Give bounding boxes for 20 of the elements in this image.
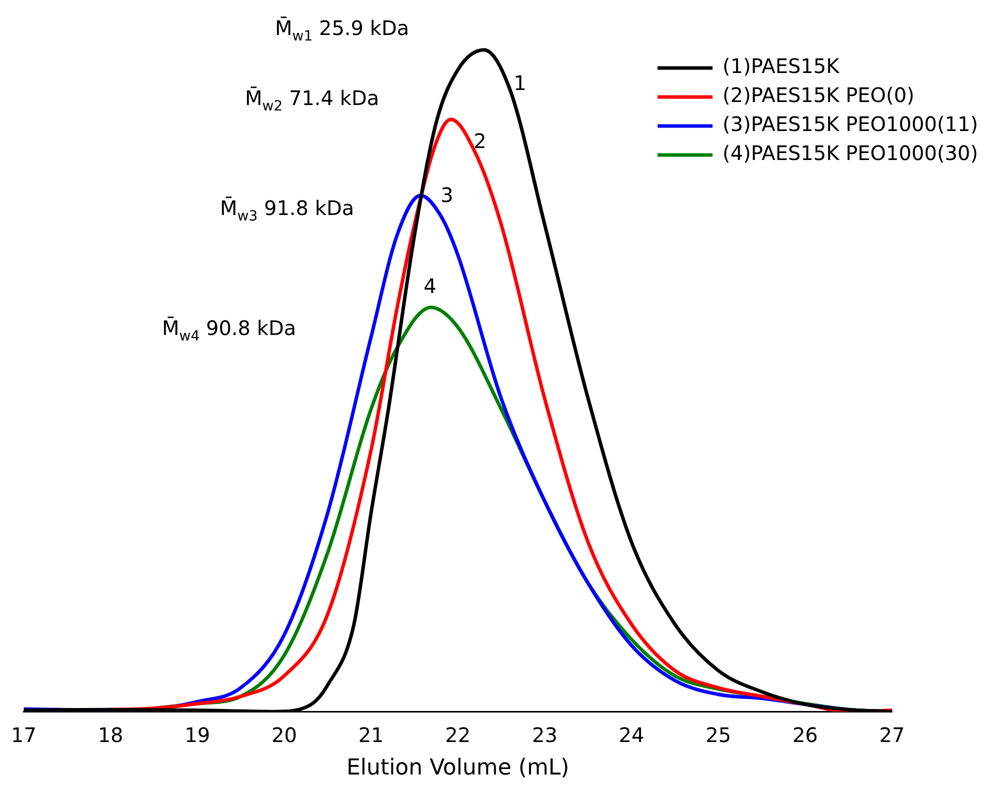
x-tick-label: 26	[792, 722, 818, 747]
x-axis-title: Elution Volume (mL)	[346, 756, 570, 781]
x-tick-label: 24	[618, 722, 644, 747]
x-tick-label: 25	[706, 722, 732, 747]
annotation: 2	[474, 129, 486, 154]
legend-label: (1)PAES15K	[722, 54, 840, 78]
x-tick-label: 27	[879, 722, 905, 747]
x-tick-label: 22	[445, 722, 471, 747]
legend-label: (3)PAES15K PEO1000(11)	[722, 112, 978, 136]
x-tick-label: 19	[184, 722, 210, 747]
annotation: 4	[424, 274, 436, 298]
legend-label: (2)PAES15K PEO(0)	[722, 83, 914, 108]
x-tick-label: 18	[98, 722, 124, 747]
x-tick-label: 17	[11, 722, 36, 747]
legend-label: (4)PAES15K PEO1000(30)	[722, 141, 978, 166]
annotation: 1	[514, 71, 526, 96]
x-tick-label: 21	[358, 722, 384, 747]
annotation: 3	[440, 183, 454, 208]
x-tick-label: 23	[532, 722, 558, 747]
x-tick-label: 20	[271, 722, 297, 747]
